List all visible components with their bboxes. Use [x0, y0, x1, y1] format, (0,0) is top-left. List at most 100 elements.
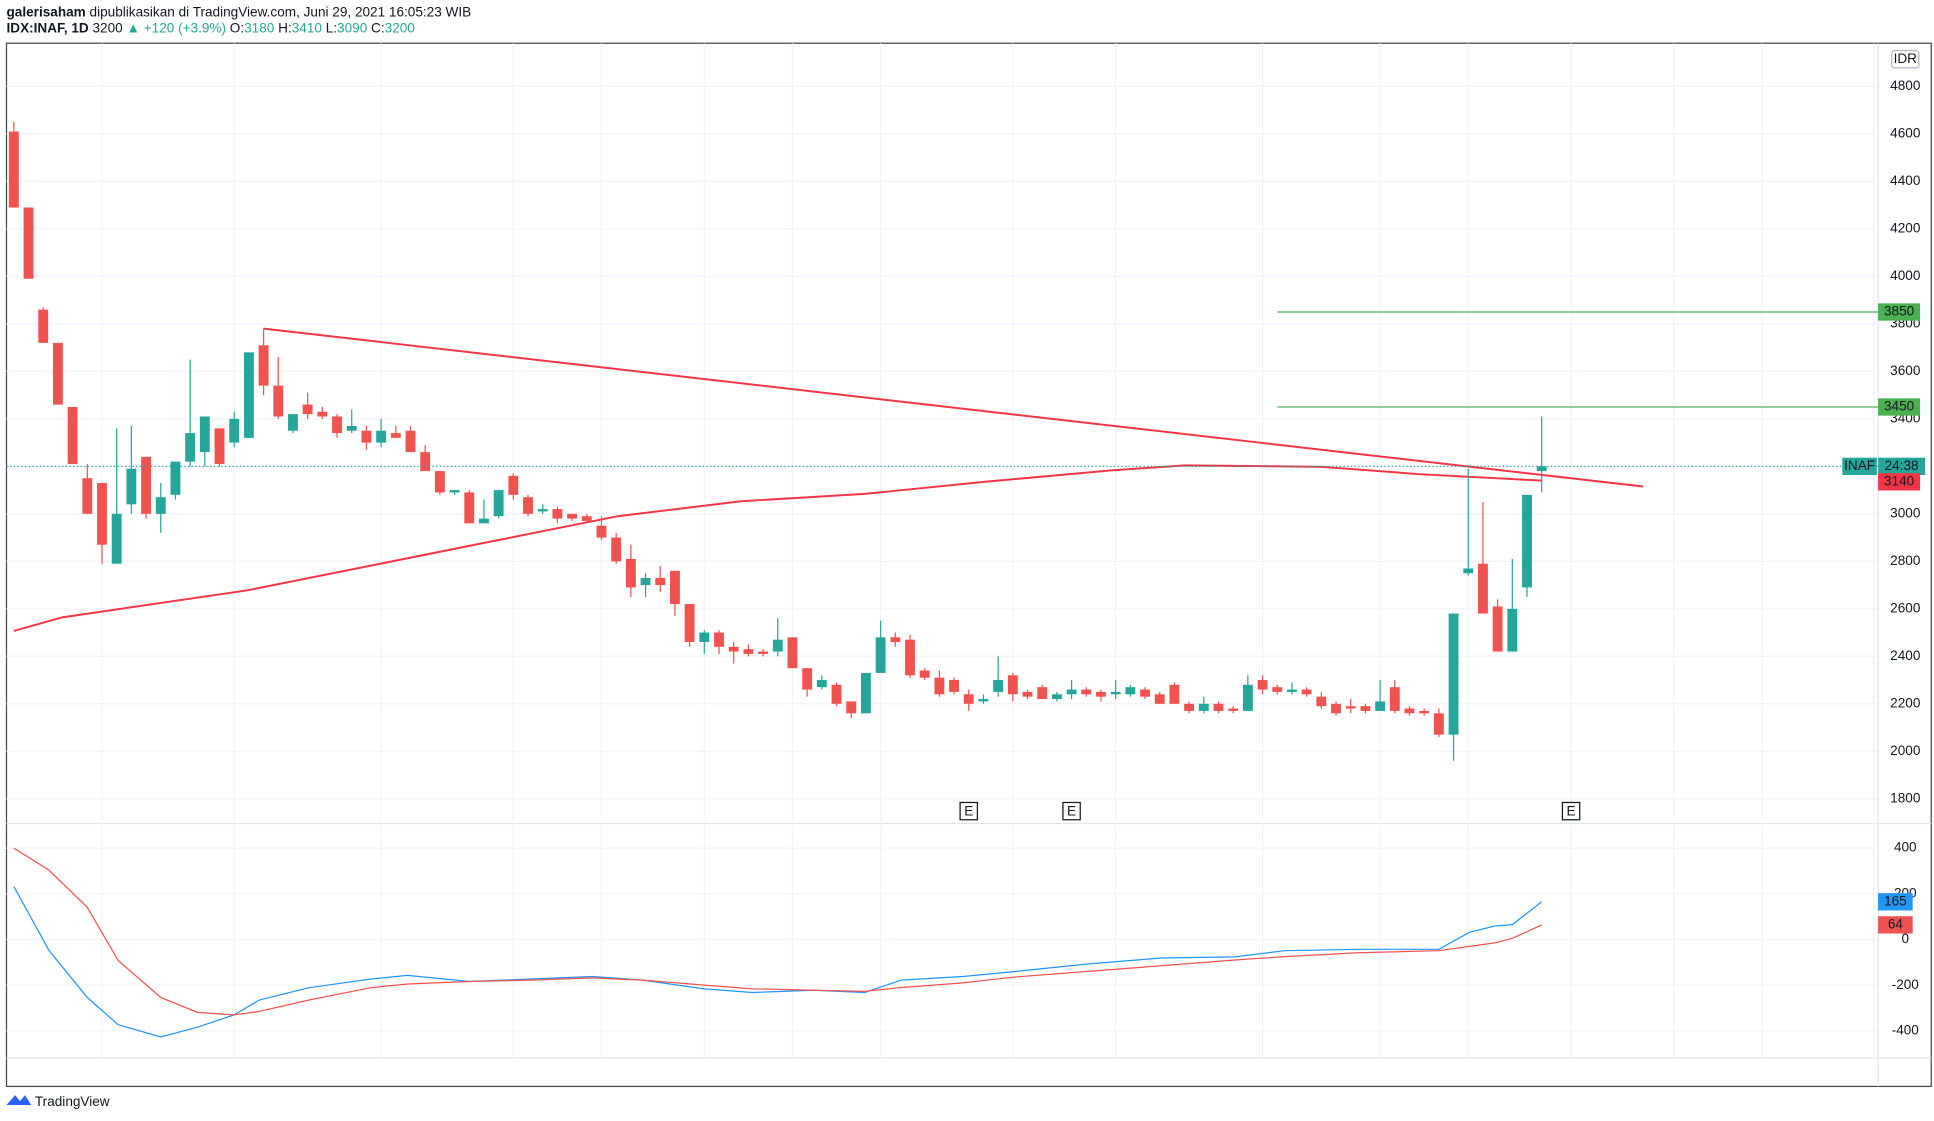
candle-body: [860, 672, 871, 714]
candle-body: [846, 701, 857, 714]
candle-body: [611, 537, 622, 562]
y-tick-label: 4800: [1890, 78, 1921, 93]
candle-body: [1184, 703, 1195, 711]
candle-body: [97, 482, 107, 545]
event-marker: [1062, 801, 1081, 821]
candle-body: [126, 468, 137, 505]
candle-body: [376, 430, 387, 443]
header-line-1: galerisaham dipublikasikan di TradingVie…: [6, 4, 471, 19]
candle-body: [919, 670, 930, 678]
candle-body: [434, 471, 445, 493]
candle-body: [523, 497, 533, 514]
candle-body: [640, 577, 651, 586]
candle-body: [273, 385, 284, 417]
candle-body: [684, 604, 695, 643]
candle-body: [728, 646, 739, 652]
candle-body: [302, 404, 313, 415]
candle-body: [493, 490, 504, 517]
candle-body: [1522, 494, 1532, 588]
y-tick-label: 2400: [1890, 648, 1921, 663]
candle-body: [52, 342, 63, 405]
h-label: H:: [278, 20, 292, 35]
candle-body: [596, 525, 607, 538]
candle-body: [1331, 703, 1341, 714]
currency: IDR: [1894, 51, 1918, 66]
candle-body: [1345, 706, 1356, 709]
y-tick-label: 1800: [1890, 790, 1921, 805]
candle-body: [229, 418, 240, 443]
y-tick-label: 0: [1902, 931, 1910, 946]
candle-body: [890, 637, 901, 643]
logo-icon: [6, 1095, 32, 1105]
candle-body: [420, 452, 431, 472]
trendline: [263, 327, 1644, 488]
candle-body: [949, 680, 959, 692]
candle-body: [1081, 689, 1092, 695]
indicator-label-box: [1878, 916, 1913, 934]
candle-body: [479, 518, 489, 524]
candle-body: [185, 433, 196, 462]
change: ▲ +120 (+3.9%): [127, 20, 227, 35]
l-label: L:: [326, 20, 337, 35]
candle-body: [1066, 689, 1077, 695]
y-tick-label: 3000: [1890, 505, 1921, 520]
candle-body: [111, 513, 122, 564]
level-label-box: [1878, 398, 1921, 416]
ma-label-box: [1878, 473, 1921, 491]
y-tick-label: 4000: [1890, 268, 1921, 283]
last: 3200: [93, 20, 124, 35]
event-label: E: [1567, 803, 1576, 818]
published: dipublikasikan di TradingView.com, Juni …: [90, 4, 472, 19]
candle-body: [1301, 689, 1312, 695]
candle-body: [1125, 687, 1136, 695]
candle-body: [655, 577, 666, 586]
candle-body: [141, 456, 151, 514]
candle-body: [1463, 568, 1474, 574]
level-label: 3450: [1884, 399, 1915, 414]
candle-body: [552, 509, 563, 519]
candle-body: [199, 416, 210, 453]
ma-label: 3140: [1884, 473, 1915, 488]
candle-body: [993, 680, 1004, 692]
candle-body: [963, 694, 974, 704]
candle-body: [1272, 687, 1283, 692]
candle-body: [581, 516, 592, 521]
candle-body: [1360, 706, 1371, 711]
currency-box: [1891, 50, 1920, 69]
candle-body: [405, 430, 416, 453]
candle-body: [464, 492, 475, 524]
candle-body: [449, 490, 460, 493]
price-countdown: 24:38: [1885, 458, 1919, 473]
logo: TradingView: [6, 1094, 110, 1109]
indicator-line: [13, 847, 1542, 1016]
y-tick-label: -400: [1892, 1022, 1920, 1037]
candle-body: [1492, 606, 1503, 652]
event-marker: [1561, 801, 1581, 821]
candle-body: [1419, 710, 1430, 714]
candle-body: [802, 668, 813, 690]
candle-body: [934, 677, 945, 695]
footer: TradingView: [35, 1094, 110, 1109]
candle-body: [8, 131, 19, 208]
y-tick-label: 2800: [1890, 553, 1921, 568]
candle-body: [1257, 680, 1268, 690]
candle-body: [67, 406, 78, 464]
candle-body: [905, 639, 915, 676]
indicator-label: 165: [1884, 893, 1907, 908]
candle-body: [743, 649, 754, 654]
candle-body: [1242, 684, 1253, 711]
candle-body: [1198, 703, 1209, 711]
y-tick-label: 2600: [1890, 600, 1921, 615]
o-label: O:: [230, 20, 244, 35]
candle-body: [1110, 691, 1121, 695]
indicator-label: 64: [1888, 916, 1904, 931]
candle-body: [23, 207, 34, 279]
candle-body: [1433, 713, 1444, 735]
candle-body: [1169, 684, 1180, 704]
candle-body: [1051, 694, 1062, 700]
open: 3180: [244, 20, 275, 35]
price-countdown-box: [1878, 457, 1926, 475]
frame: [5, 42, 1932, 1088]
candle-body: [1228, 708, 1239, 711]
